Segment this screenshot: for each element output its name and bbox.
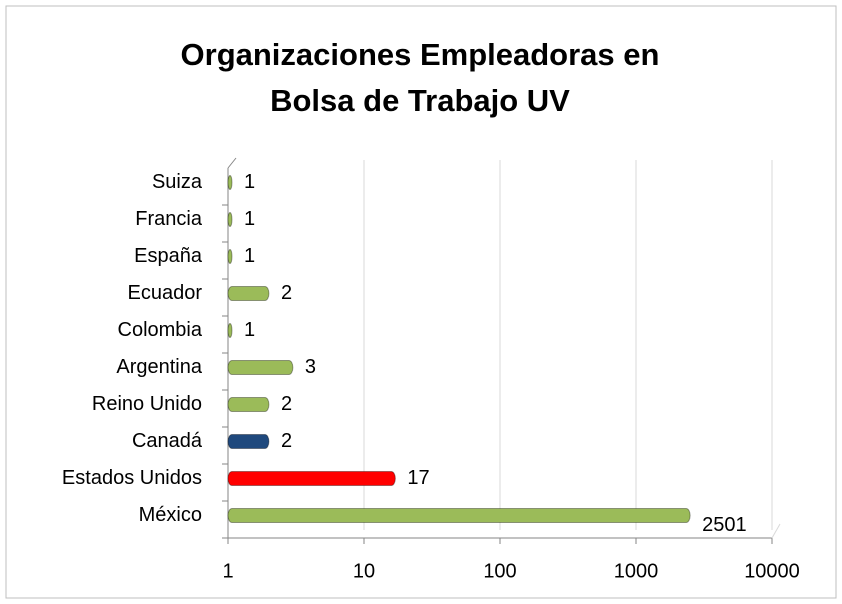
data-label: 3 — [305, 356, 316, 378]
y-tick-label: Argentina — [116, 356, 202, 378]
chart-border — [5, 5, 837, 599]
data-label: 2 — [281, 430, 292, 452]
y-tick-label: Reino Unido — [92, 393, 202, 415]
data-label: 2 — [281, 282, 292, 304]
bar — [227, 471, 396, 486]
x-tick-label: 100 — [483, 560, 516, 582]
x-tick-label: 10 — [353, 560, 375, 582]
bar — [227, 360, 294, 375]
bar — [227, 212, 233, 227]
x-tick-label: 10000 — [744, 560, 800, 582]
data-label: 1 — [244, 208, 255, 230]
bar — [227, 323, 233, 338]
data-label: 17 — [407, 467, 429, 489]
data-label: 1 — [244, 245, 255, 267]
x-axis-depth — [771, 523, 781, 539]
y-tick-label: Suiza — [152, 171, 203, 193]
y-tick-label: Francia — [135, 208, 203, 230]
x-tick-label: 1000 — [614, 560, 659, 582]
y-tick-label: Canadá — [132, 430, 203, 452]
y-tick-label: Ecuador — [128, 282, 203, 304]
bar — [227, 249, 233, 264]
x-tick-label: 1 — [222, 560, 233, 582]
bar — [227, 175, 233, 190]
y-tick-label: Estados Unidos — [62, 467, 202, 489]
y-tick-label: España — [134, 245, 203, 267]
bar — [227, 434, 270, 449]
data-label: 1 — [244, 171, 255, 193]
data-label: 2501 — [702, 514, 747, 536]
bar — [227, 397, 270, 412]
chart-title: Organizaciones Empleadoras en Bolsa de T… — [180, 37, 660, 118]
y-axis-depth — [227, 157, 237, 169]
bar — [227, 286, 270, 301]
data-label: 1 — [244, 319, 255, 341]
data-label: 2 — [281, 393, 292, 415]
y-tick-label: Colombia — [118, 319, 203, 341]
y-tick-label: México — [139, 504, 202, 526]
bar — [227, 508, 691, 523]
